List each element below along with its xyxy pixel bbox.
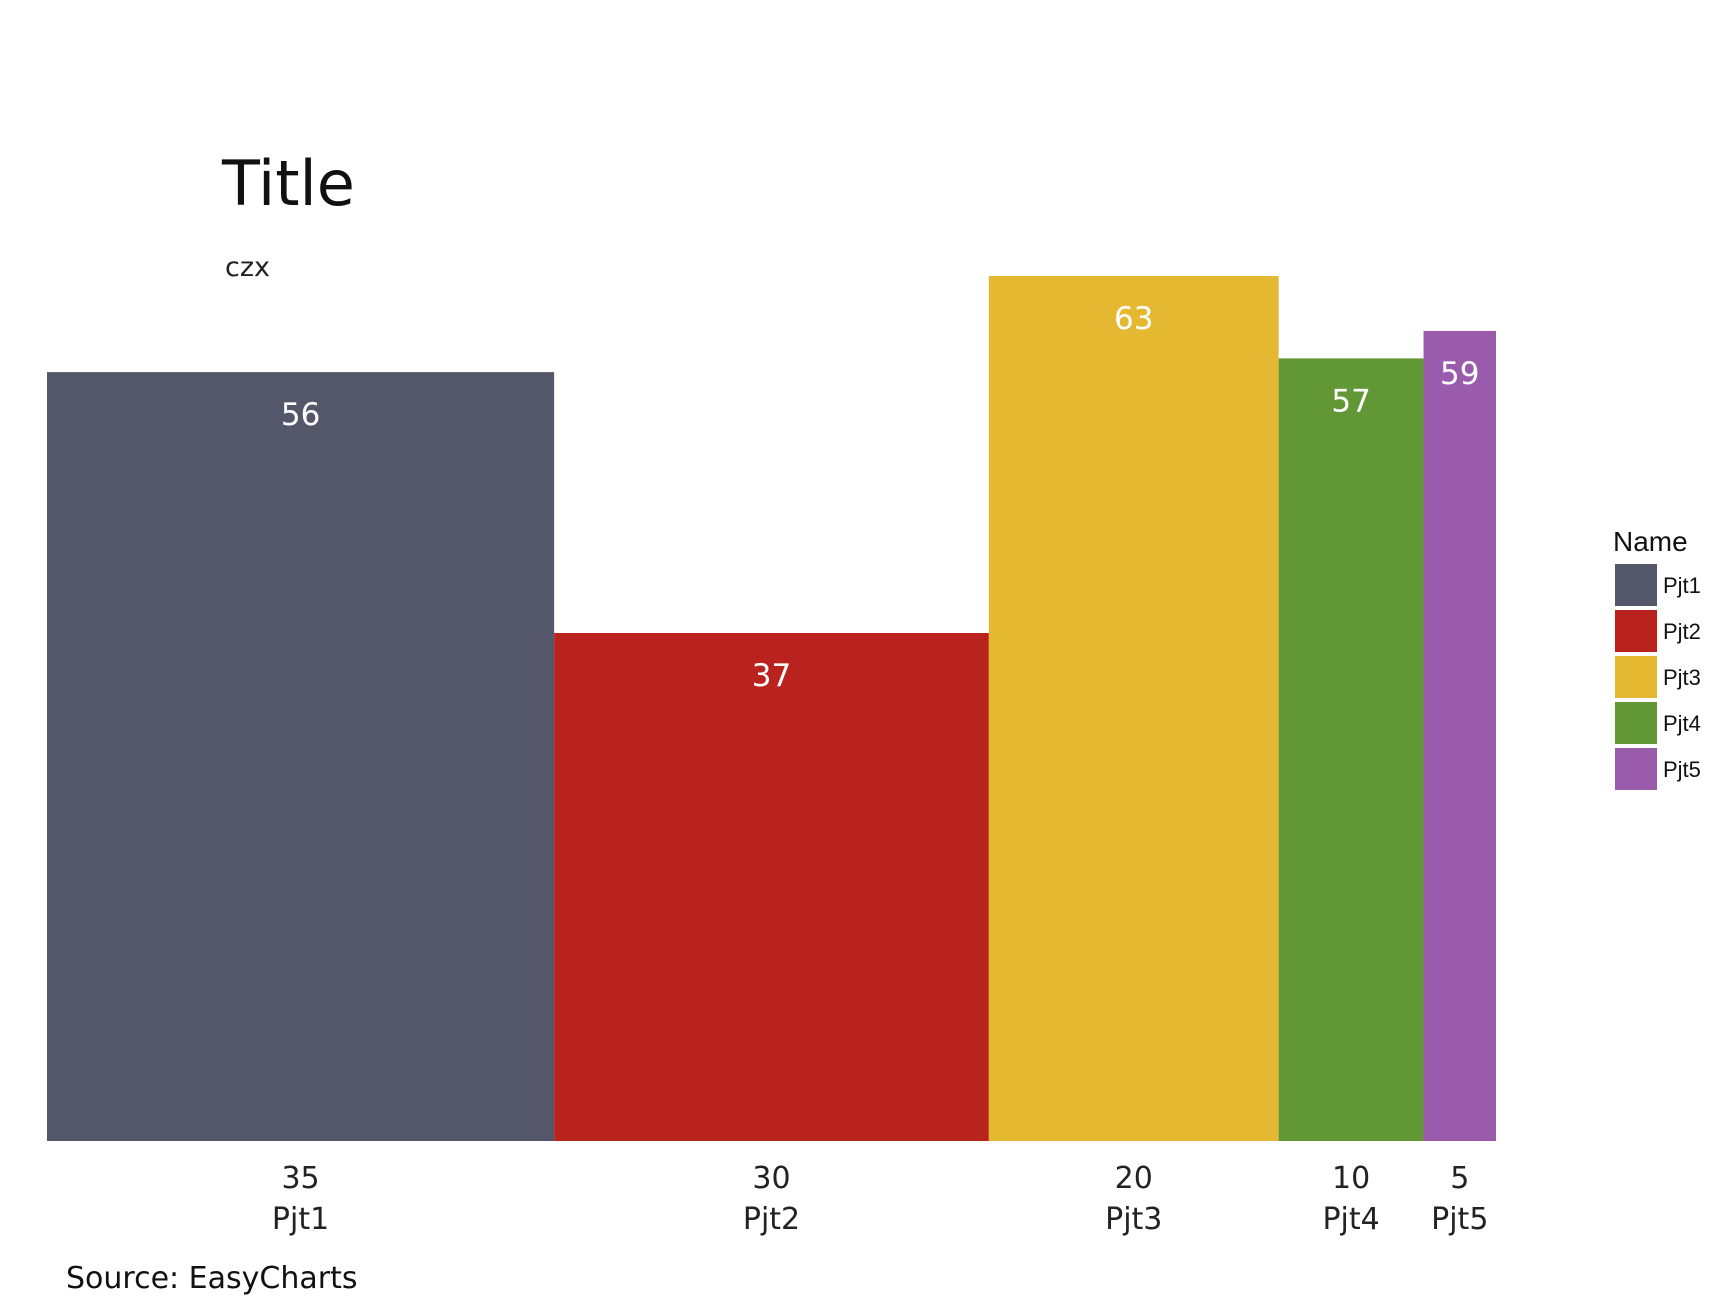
bar-value-label: 37 [752, 658, 791, 694]
legend-swatch [1615, 610, 1657, 652]
bar-pjt2 [554, 632, 989, 1141]
x-tick-width-label: 20 [1115, 1161, 1153, 1196]
legend-label: Pjt3 [1663, 665, 1701, 690]
bar-pjt5 [1423, 330, 1496, 1141]
bar-pjt1 [47, 372, 555, 1141]
x-tick-width-label: 35 [281, 1161, 319, 1196]
source-note: Source: EasyCharts [66, 1261, 357, 1296]
legend-swatch [1615, 702, 1657, 744]
bar-value-label: 57 [1331, 383, 1370, 419]
legend-title: Name [1613, 526, 1688, 557]
chart-subtitle: czx [225, 252, 270, 283]
plot-area: 56 35 Pjt1 37 30 Pjt2 63 20 Pjt3 57 10 Pjt4 59 5 Pjt5 [47, 276, 1496, 1237]
x-tick-width-label: 30 [752, 1161, 790, 1196]
bar-value-label: 59 [1440, 356, 1479, 392]
x-tick-category-label: Pjt4 [1322, 1202, 1379, 1237]
legend-label: Pjt4 [1663, 711, 1701, 736]
legend-label: Pjt5 [1663, 757, 1701, 782]
bar-pjt3 [988, 276, 1279, 1141]
legend-swatch [1615, 656, 1657, 698]
bar-value-label: 63 [1114, 301, 1153, 337]
x-tick-category-label: Pjt2 [743, 1202, 800, 1237]
x-tick-category-label: Pjt3 [1105, 1202, 1162, 1237]
legend-label: Pjt2 [1663, 619, 1701, 644]
x-tick-width-label: 10 [1332, 1161, 1370, 1196]
legend-swatch [1615, 748, 1657, 790]
bar-pjt4 [1278, 358, 1424, 1141]
legend-swatch [1615, 564, 1657, 606]
legend: Name Pjt1 Pjt2 Pjt3 Pjt4 Pjt5 [1613, 526, 1701, 790]
bar-value-label: 56 [281, 397, 320, 433]
x-tick-category-label: Pjt5 [1431, 1202, 1488, 1237]
legend-label: Pjt1 [1663, 573, 1701, 598]
chart-title: Title [221, 147, 355, 220]
x-tick-category-label: Pjt1 [272, 1202, 329, 1237]
x-tick-width-label: 5 [1450, 1161, 1469, 1196]
